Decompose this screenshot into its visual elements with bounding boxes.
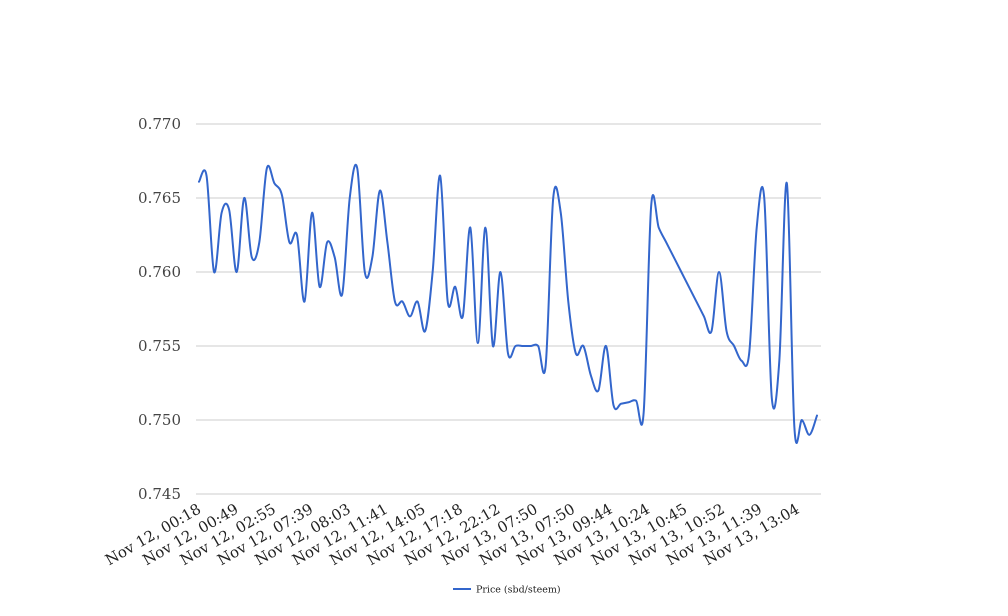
series-group: [198, 163, 818, 444]
y-tick-label: 0.755: [138, 337, 181, 355]
y-tick-label: 0.760: [138, 263, 181, 281]
gridlines: [196, 123, 821, 495]
y-tick-label: 0.750: [138, 411, 181, 429]
y-tick-label: 0.745: [138, 485, 181, 503]
legend: Price (sbd/steem): [453, 585, 561, 596]
y-axis-ticks: 0.745 0.750 0.755 0.760 0.765 0.770: [138, 115, 181, 503]
y-tick-label: 0.770: [138, 115, 181, 133]
y-tick-label: 0.765: [138, 189, 181, 207]
series-line-price: [198, 163, 818, 444]
legend-label: Price (sbd/steem): [476, 585, 561, 596]
